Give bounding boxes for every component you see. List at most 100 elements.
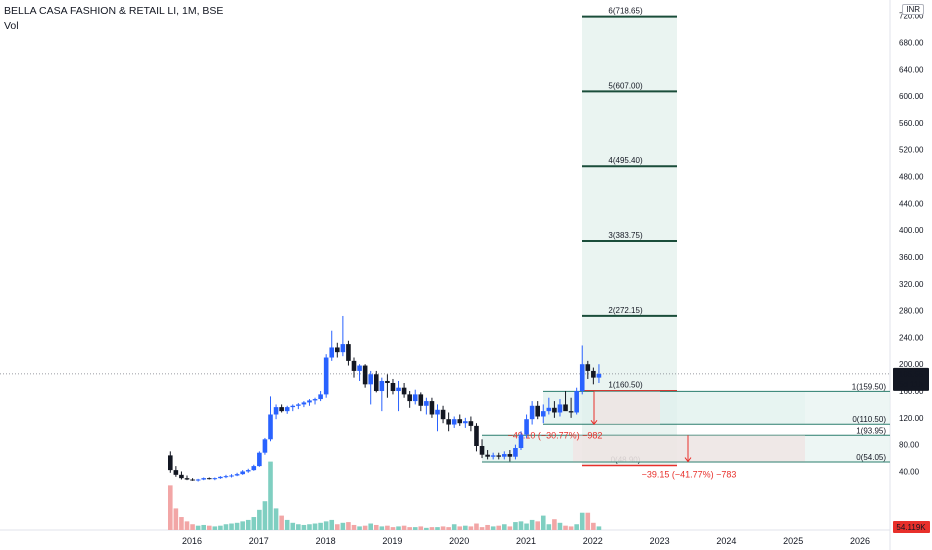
candle-body[interactable] <box>240 471 245 475</box>
candle-body[interactable] <box>279 407 284 412</box>
candle-body[interactable] <box>518 434 524 449</box>
volume-bar <box>212 526 218 530</box>
candle-body[interactable] <box>502 454 507 457</box>
candle-body[interactable] <box>390 382 396 392</box>
volume-bar <box>429 527 435 530</box>
candle-body[interactable] <box>474 425 479 446</box>
candle-body[interactable] <box>574 391 579 413</box>
chart-header: BELLA CASA FASHION & RETAIL LI, 1M, BSE … <box>4 4 223 34</box>
candle-body[interactable] <box>195 479 201 481</box>
candle-body[interactable] <box>529 405 535 420</box>
candle-body[interactable] <box>463 421 468 424</box>
candle-body[interactable] <box>429 401 435 415</box>
candle-body[interactable] <box>546 407 552 412</box>
candle-body[interactable] <box>318 394 323 400</box>
measure-box[interactable] <box>573 435 805 462</box>
candle-body[interactable] <box>596 373 602 378</box>
candle-body[interactable] <box>579 364 585 392</box>
candle-body[interactable] <box>168 455 173 471</box>
price-tag[interactable] <box>893 367 929 391</box>
candle-body[interactable] <box>435 409 440 415</box>
candle-body[interactable] <box>268 414 273 440</box>
candle-body[interactable] <box>329 347 335 358</box>
candle-body[interactable] <box>273 407 279 415</box>
candle-body[interactable] <box>262 439 268 453</box>
candle-body[interactable] <box>451 419 457 425</box>
candle-body[interactable] <box>234 474 240 476</box>
candle-body[interactable] <box>479 445 485 455</box>
fib-level-label: 1(160.50) <box>608 381 643 390</box>
candle-body[interactable] <box>568 411 574 413</box>
candle-body[interactable] <box>524 419 529 435</box>
candle-body[interactable] <box>346 344 351 361</box>
candle-body[interactable] <box>251 466 257 471</box>
candle-body[interactable] <box>307 400 312 403</box>
candle-body[interactable] <box>368 374 373 385</box>
candle-body[interactable] <box>357 365 362 371</box>
time-axis-tick-label: 2016 <box>182 536 202 546</box>
candle-body[interactable] <box>396 387 401 392</box>
fib-retracement-extension <box>805 435 890 463</box>
candle-body[interactable] <box>407 394 412 402</box>
candle-body[interactable] <box>440 409 446 420</box>
candle-body[interactable] <box>385 380 390 383</box>
candle-body[interactable] <box>591 370 596 378</box>
time-axis-tick-label: 2021 <box>516 536 536 546</box>
candle-body[interactable] <box>190 479 195 481</box>
candle-body[interactable] <box>184 478 190 480</box>
candle-body[interactable] <box>513 448 518 457</box>
candle-body[interactable] <box>468 421 474 426</box>
candle-body[interactable] <box>206 478 212 480</box>
currency-badge[interactable]: INR <box>902 4 924 15</box>
candle-body[interactable] <box>446 419 451 425</box>
price-axis-tick-label: 360.00 <box>899 253 924 262</box>
candle-body[interactable] <box>223 476 229 478</box>
candle-body[interactable] <box>418 394 424 406</box>
candle-body[interactable] <box>507 454 513 457</box>
candle-body[interactable] <box>496 455 502 457</box>
candle-body[interactable] <box>284 407 290 412</box>
candle-body[interactable] <box>412 394 418 402</box>
candle-body[interactable] <box>312 399 318 401</box>
candle-body[interactable] <box>245 470 251 472</box>
candle-body[interactable] <box>557 404 563 413</box>
price-axis-tick-label: 560.00 <box>899 119 924 128</box>
candle-body[interactable] <box>485 454 490 457</box>
candle-body[interactable] <box>351 360 357 371</box>
candle-body[interactable] <box>323 357 329 395</box>
candle-body[interactable] <box>457 419 463 424</box>
candle-body[interactable] <box>218 476 223 479</box>
candle-body[interactable] <box>401 387 407 395</box>
measure-arrow-head <box>684 457 692 463</box>
candle-body[interactable] <box>257 452 262 467</box>
candle-body[interactable] <box>296 404 301 406</box>
candle-body[interactable] <box>552 407 557 413</box>
candle-body[interactable] <box>373 374 379 392</box>
volume-legend-label[interactable]: Vol <box>4 20 19 32</box>
candle-body[interactable] <box>229 475 234 477</box>
candle-body[interactable] <box>212 478 218 480</box>
fib-retracement-zone[interactable] <box>543 391 805 425</box>
candle-body[interactable] <box>424 401 429 406</box>
symbol-title[interactable]: BELLA CASA FASHION & RETAIL LI, 1M, BSE <box>4 5 224 17</box>
volume-bar <box>418 526 424 530</box>
candle-body[interactable] <box>340 344 346 353</box>
price-axis-tick-label: 640.00 <box>899 65 924 74</box>
candle-body[interactable] <box>540 411 546 417</box>
candle-body[interactable] <box>490 455 496 457</box>
candle-body[interactable] <box>301 402 307 405</box>
candle-body[interactable] <box>362 365 368 385</box>
candle-body[interactable] <box>585 364 591 371</box>
candle-body[interactable] <box>335 347 340 353</box>
candle-body[interactable] <box>563 404 568 412</box>
candle-body[interactable] <box>173 470 179 475</box>
measure-box[interactable] <box>594 391 660 425</box>
volume-tag[interactable] <box>893 521 930 533</box>
candle-body[interactable] <box>290 405 296 408</box>
candle-body[interactable] <box>201 478 206 480</box>
price-axis-tick-label: 240.00 <box>899 333 924 342</box>
candle-body[interactable] <box>379 380 385 392</box>
candle-body[interactable] <box>535 405 540 417</box>
candle-body[interactable] <box>179 474 184 479</box>
